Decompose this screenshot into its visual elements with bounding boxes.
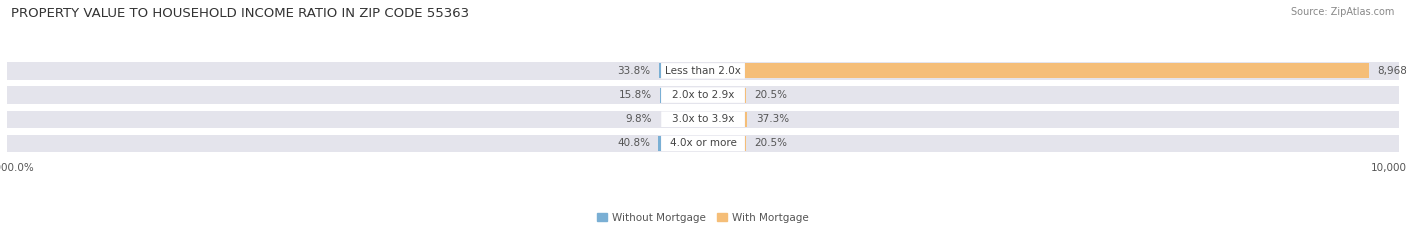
Bar bbox=[658, 136, 661, 151]
Bar bbox=[745, 136, 747, 151]
Bar bbox=[659, 63, 661, 79]
Bar bbox=[745, 63, 1369, 79]
Text: 3.0x to 3.9x: 3.0x to 3.9x bbox=[672, 114, 734, 124]
Text: 9.8%: 9.8% bbox=[626, 114, 652, 124]
Text: Source: ZipAtlas.com: Source: ZipAtlas.com bbox=[1291, 7, 1395, 17]
Text: 20.5%: 20.5% bbox=[755, 138, 787, 148]
Bar bbox=[745, 112, 748, 127]
Text: 20.5%: 20.5% bbox=[755, 90, 787, 100]
Text: 8,968.9%: 8,968.9% bbox=[1378, 66, 1406, 76]
Bar bbox=[7, 135, 1399, 152]
FancyBboxPatch shape bbox=[661, 112, 745, 127]
Bar bbox=[7, 62, 1399, 80]
Bar bbox=[7, 111, 1399, 128]
Legend: Without Mortgage, With Mortgage: Without Mortgage, With Mortgage bbox=[593, 209, 813, 227]
Text: 2.0x to 2.9x: 2.0x to 2.9x bbox=[672, 90, 734, 100]
FancyBboxPatch shape bbox=[661, 63, 745, 79]
FancyBboxPatch shape bbox=[661, 136, 745, 151]
Bar bbox=[745, 88, 747, 103]
Text: 37.3%: 37.3% bbox=[755, 114, 789, 124]
Text: 15.8%: 15.8% bbox=[619, 90, 652, 100]
Text: Less than 2.0x: Less than 2.0x bbox=[665, 66, 741, 76]
Bar bbox=[7, 86, 1399, 104]
Text: PROPERTY VALUE TO HOUSEHOLD INCOME RATIO IN ZIP CODE 55363: PROPERTY VALUE TO HOUSEHOLD INCOME RATIO… bbox=[11, 7, 470, 20]
Text: 40.8%: 40.8% bbox=[617, 138, 650, 148]
FancyBboxPatch shape bbox=[661, 87, 745, 103]
Text: 33.8%: 33.8% bbox=[617, 66, 651, 76]
Text: 4.0x or more: 4.0x or more bbox=[669, 138, 737, 148]
